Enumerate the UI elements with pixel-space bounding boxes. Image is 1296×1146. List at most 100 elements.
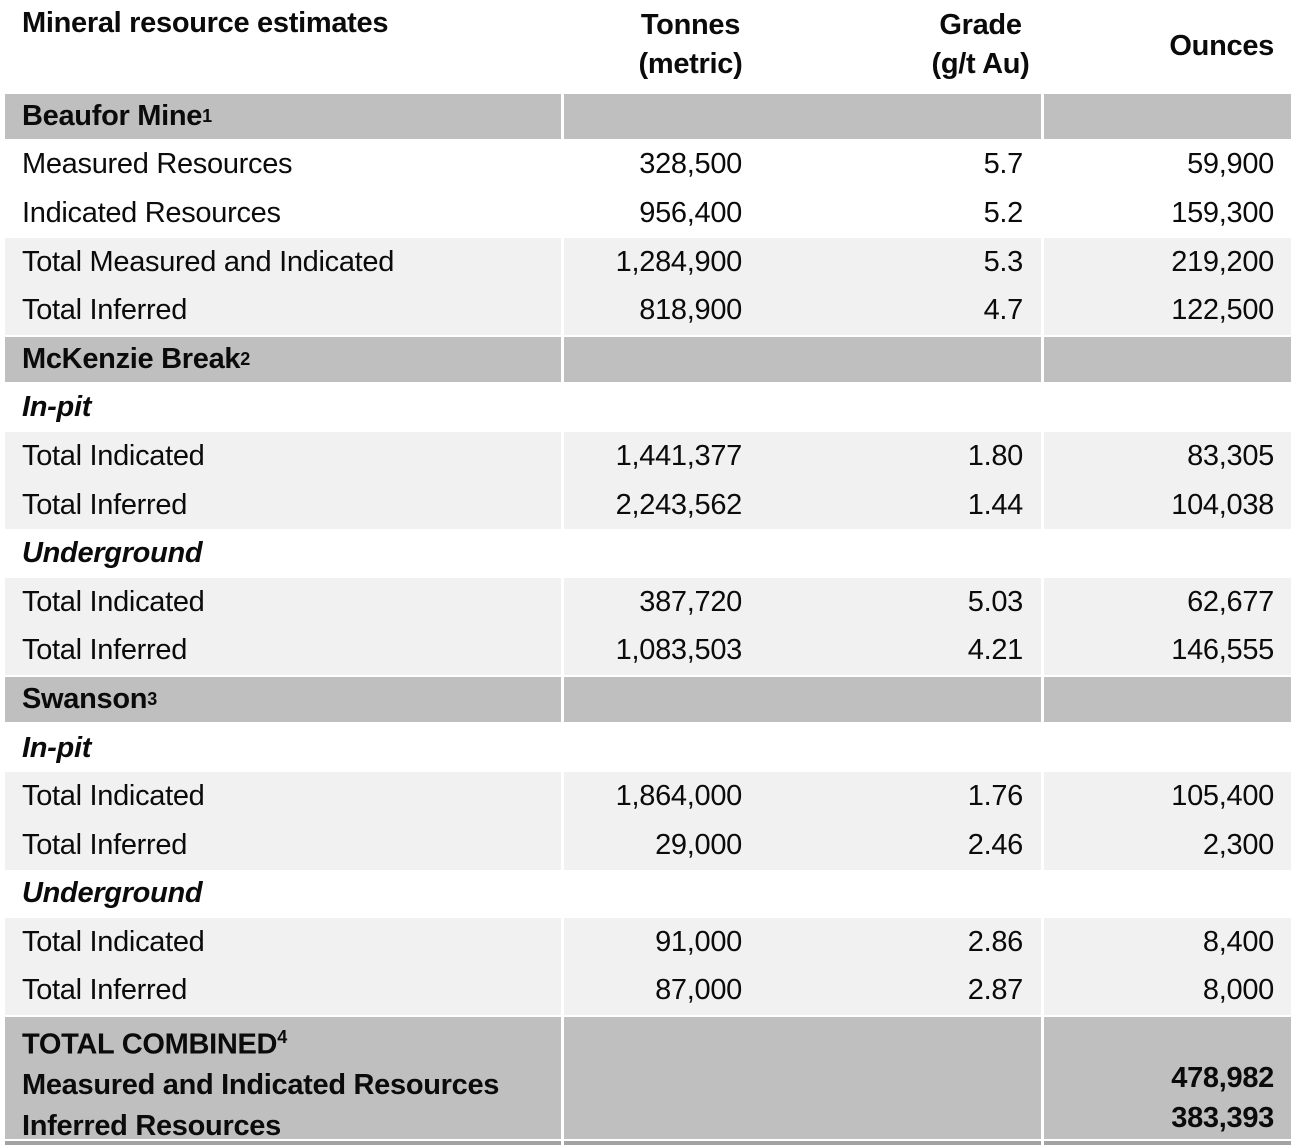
table-row: Total Measured and Indicated 1,284,900 5… (5, 237, 1291, 287)
grade-value: 5.2 (983, 196, 1024, 229)
row-label: Indicated Resources (22, 196, 281, 229)
section-title: McKenzie Break 2 (5, 337, 561, 382)
section-name: McKenzie Break (22, 342, 241, 375)
total-line-value: 478,982 (1171, 1061, 1274, 1094)
total-name: TOTAL COMBINED (22, 1028, 278, 1061)
section-name: Swanson (22, 682, 148, 715)
subheader-label: Underground (22, 877, 203, 910)
table-row: Total Indicated 1,864,000 1.76 105,400 (5, 772, 1291, 821)
grade-value: 1.76 (967, 780, 1024, 813)
grade-value: 4.7 (983, 294, 1024, 327)
grade-value: 1.80 (967, 439, 1024, 472)
table-row: Total Inferred 2,243,562 1.44 104,038 (5, 480, 1291, 530)
mineral-resource-table: Mineral resource estimates Tonnes (metri… (5, 0, 1291, 1146)
total-line-label: Measured and Indicated Resources (22, 1069, 500, 1102)
grade-value: 4.21 (967, 634, 1024, 667)
subheader-row: In-pit (5, 723, 1291, 773)
header-tonnes: Tonnes (metric) (561, 0, 820, 92)
grade-value: 2.86 (967, 925, 1024, 958)
tonnes-value: 328,500 (561, 140, 820, 190)
total-values: 478,982 383,393 (1041, 1017, 1291, 1146)
grade-value: 2.46 (967, 828, 1024, 861)
table-row: Total Inferred 87,000 2.87 8,000 (5, 966, 1291, 1016)
header-grade-line2: (g/t Au) (931, 48, 1030, 80)
section-band-mckenzie: McKenzie Break 2 (5, 334, 1291, 384)
row-label: Total Indicated (22, 780, 205, 813)
subheader-row: In-pit (5, 383, 1291, 433)
table-row: Total Indicated 387,720 5.03 62,677 (5, 577, 1291, 627)
section-band-beaufor: Beaufor Mine 1 (5, 92, 1291, 141)
row-label: Total Indicated (22, 925, 205, 958)
table-row: Total Indicated 1,441,377 1.80 83,305 (5, 432, 1291, 481)
header-tonnes-line1: Tonnes (640, 9, 741, 41)
table-row: Total Inferred 1,083,503 4.21 146,555 (5, 626, 1291, 676)
row-label: Total Indicated (22, 439, 205, 472)
tonnes-value: 1,083,503 (561, 626, 820, 676)
subheader-label: Underground (22, 537, 203, 570)
tonnes-value: 87,000 (561, 966, 820, 1016)
row-label: Total Inferred (22, 294, 188, 327)
row-label: Total Inferred (22, 828, 188, 861)
ounces-value: 219,200 (1041, 237, 1291, 287)
ounces-value: 159,300 (1041, 189, 1291, 238)
table-row: Indicated Resources 956,400 5.2 159,300 (5, 189, 1291, 238)
footnote-marker: 1 (202, 105, 213, 126)
total-value-spacer (1044, 1017, 1274, 1058)
header-tonnes-line2: (metric) (638, 48, 743, 80)
total-combined-band: TOTAL COMBINED4 Measured and Indicated R… (5, 1015, 1291, 1146)
row-label: Total Inferred (22, 974, 188, 1007)
table-row: Total Indicated 91,000 2.86 8,400 (5, 918, 1291, 967)
ounces-value: 62,677 (1041, 577, 1291, 627)
ounces-value: 59,900 (1041, 140, 1291, 190)
total-line-value: 383,393 (1171, 1102, 1274, 1135)
row-label: Total Inferred (22, 634, 188, 667)
grade-value: 2.87 (967, 974, 1024, 1007)
page-title: Mineral resource estimates (22, 7, 389, 39)
grade-value: 5.03 (967, 585, 1024, 618)
total-labels: TOTAL COMBINED4 Measured and Indicated R… (5, 1017, 561, 1146)
ounces-value: 8,400 (1041, 918, 1291, 967)
subheader-label: In-pit (22, 731, 92, 764)
ounces-value: 104,038 (1041, 480, 1291, 530)
row-label: Total Indicated (22, 585, 205, 618)
total-line-label: Inferred Resources (22, 1109, 281, 1142)
grade-value: 1.44 (967, 488, 1024, 521)
grade-value: 5.3 (983, 245, 1024, 278)
ounces-value: 8,000 (1041, 966, 1291, 1016)
tonnes-value: 91,000 (561, 918, 820, 967)
section-title: Beaufor Mine 1 (5, 94, 561, 139)
ounces-value: 83,305 (1041, 432, 1291, 481)
header-grade: Grade (g/t Au) (820, 0, 1041, 92)
table-row: Measured Resources 328,500 5.7 59,900 (5, 140, 1291, 190)
subheader-row: Underground (5, 869, 1291, 919)
tonnes-value: 1,441,377 (561, 432, 820, 481)
tonnes-value: 818,900 (561, 286, 820, 335)
section-title: Swanson 3 (5, 677, 561, 722)
ounces-value: 105,400 (1041, 772, 1291, 821)
header-ounces: Ounces (1169, 29, 1274, 62)
ounces-value: 2,300 (1041, 820, 1291, 870)
tonnes-value: 1,864,000 (561, 772, 820, 821)
grade-value: 5.7 (983, 148, 1024, 181)
tonnes-value: 956,400 (561, 189, 820, 238)
footnote-marker: 4 (277, 1027, 288, 1048)
total-title: TOTAL COMBINED4 (22, 1017, 561, 1065)
bottom-rule (5, 1140, 1291, 1145)
tonnes-value: 2,243,562 (561, 480, 820, 530)
table-row: Total Inferred 818,900 4.7 122,500 (5, 286, 1291, 335)
subheader-label: In-pit (22, 391, 92, 424)
row-label: Total Measured and Indicated (22, 245, 395, 278)
footnote-marker: 3 (147, 688, 158, 709)
tonnes-value: 387,720 (561, 577, 820, 627)
header-grade-line1: Grade (939, 9, 1022, 41)
row-label: Measured Resources (22, 148, 293, 181)
table-row: Total Inferred 29,000 2.46 2,300 (5, 820, 1291, 870)
section-name: Beaufor Mine (22, 99, 203, 132)
table-header: Mineral resource estimates Tonnes (metri… (5, 0, 1291, 92)
ounces-value: 122,500 (1041, 286, 1291, 335)
tonnes-value: 29,000 (561, 820, 820, 870)
subheader-row: Underground (5, 529, 1291, 578)
row-label: Total Inferred (22, 488, 188, 521)
tonnes-value: 1,284,900 (561, 237, 820, 287)
ounces-value: 146,555 (1041, 626, 1291, 676)
